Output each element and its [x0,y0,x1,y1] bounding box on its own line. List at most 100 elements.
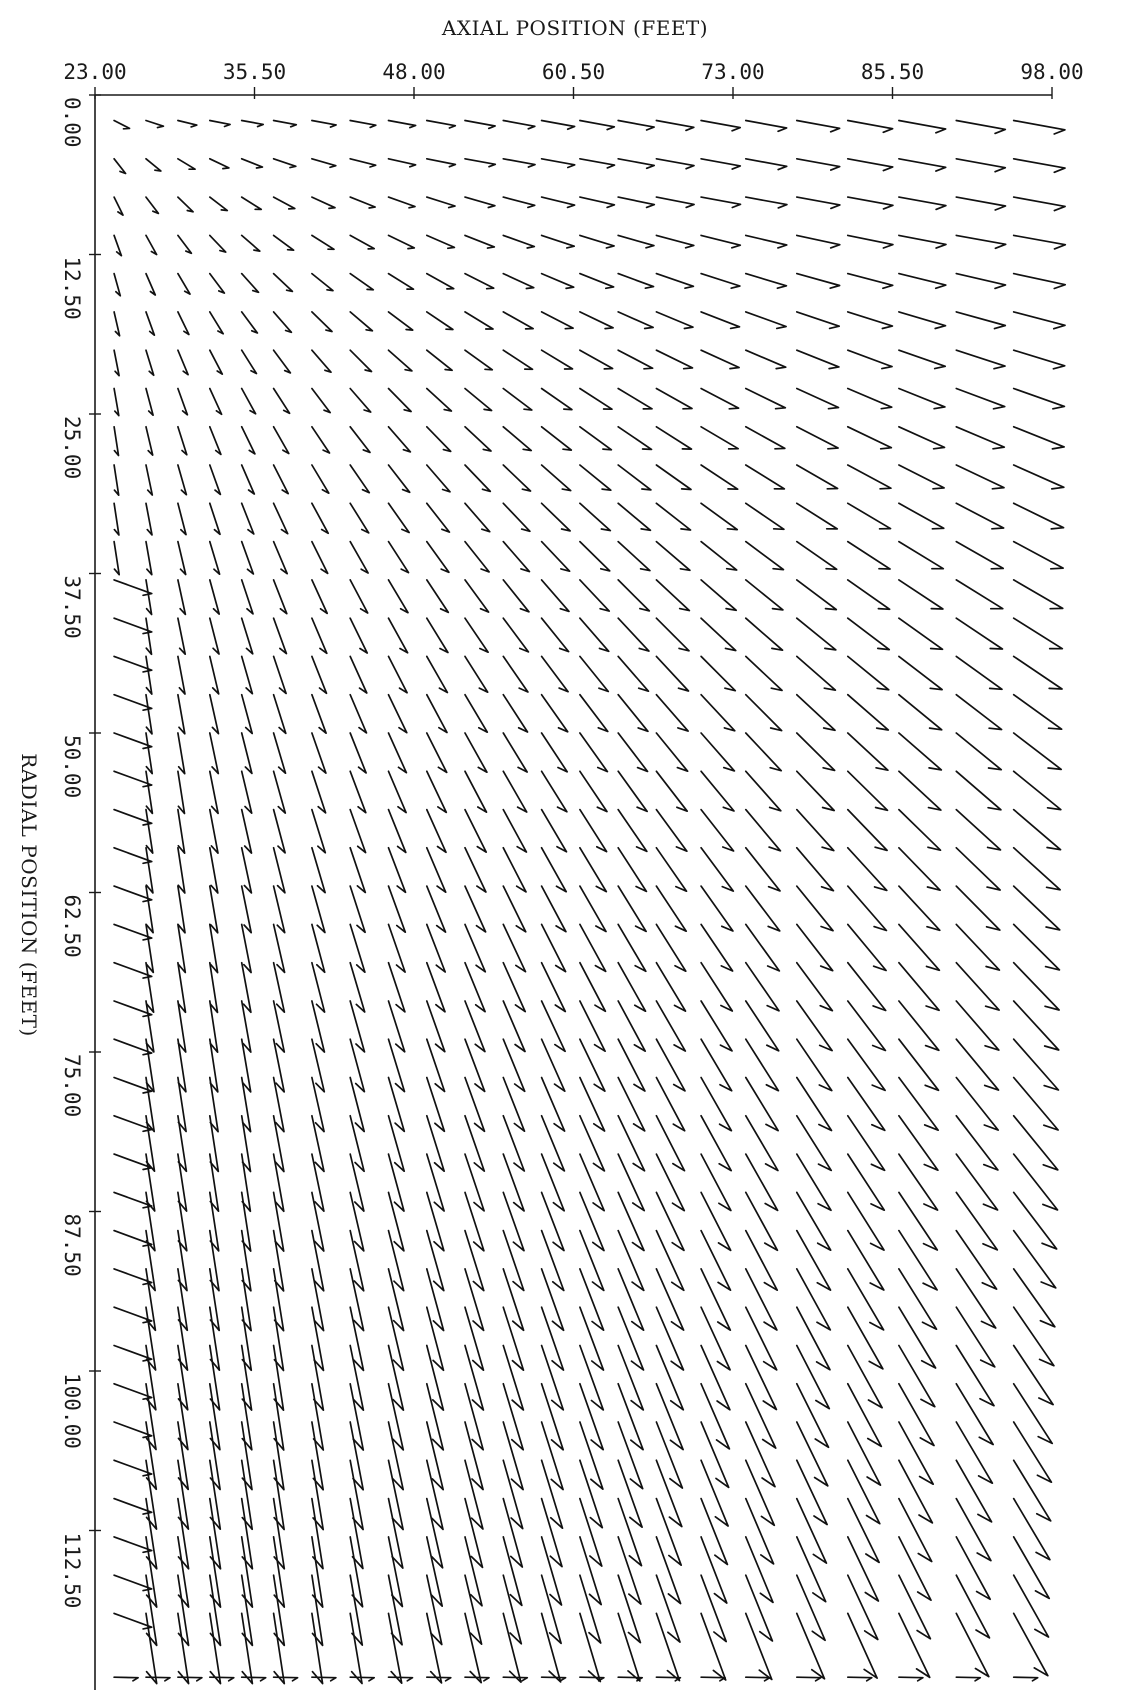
vector-arrow [540,1676,567,1682]
vector-arrow [846,808,888,852]
vector-arrow [145,693,153,735]
vector-arrow [311,387,332,414]
vector-arrow [502,1114,526,1172]
vector-arrow [579,1114,606,1172]
vector-arrow [579,1076,606,1132]
vector-arrow [272,1421,285,1491]
vector-arrow [700,540,738,571]
vector-arrow [177,961,187,1014]
vector-arrow [208,1306,221,1372]
vector-arrow [955,1153,999,1211]
vector-arrow [502,349,534,371]
vector-arrow [177,617,187,656]
vector-arrow [311,1574,324,1647]
vector-arrow [272,502,289,535]
vector-arrow [1012,732,1063,771]
vector-arrow [617,808,648,853]
vector-arrow [540,808,568,853]
vector-arrow [311,349,332,374]
vector-arrow [846,1612,878,1679]
vector-arrow [387,961,406,1013]
vector-arrow [387,234,416,250]
vector-arrow [502,1038,526,1093]
vector-arrow [145,157,162,172]
y-tick-label: 12.50 [60,257,84,320]
vector-arrow [1012,464,1065,490]
vector-arrow [502,1306,525,1372]
vector-arrow [145,1676,171,1682]
vector-arrow [955,387,1006,410]
vector-arrow [113,349,120,377]
vector-arrow [617,1268,645,1332]
vector-arrow [1012,885,1061,931]
vector-arrow [617,693,649,733]
vector-arrow [502,157,536,168]
vector-arrow [177,119,198,128]
vector-arrow [177,464,188,496]
vector-arrow [272,885,286,934]
vector-arrow [240,961,252,1014]
vector-arrow [617,579,651,612]
vector-arrow [208,732,220,775]
vector-arrow [540,1574,562,1645]
vector-arrow [795,617,837,651]
vector-arrow [311,808,327,854]
vector-arrow [502,1497,524,1568]
vector-arrow [898,1153,939,1211]
vector-arrow [272,1306,285,1372]
vector-arrow [387,732,408,774]
vector-arrow [955,923,1001,971]
vector-arrow [898,1421,935,1486]
vector-arrow [113,923,153,941]
vector-arrow [464,732,488,774]
vector-arrow [349,311,374,332]
vector-arrow [311,1229,325,1292]
vector-arrow [464,311,494,330]
vector-arrow [617,1676,644,1682]
x-tick-label: 98.00 [1020,60,1083,84]
vector-arrow [387,502,410,534]
vector-arrow [744,425,786,450]
vector-arrow [898,1497,933,1563]
vector-arrow [579,196,616,209]
vector-arrow [955,502,1005,530]
vector-arrow [617,1038,646,1092]
vector-arrow [846,311,894,330]
vector-arrow [240,885,253,934]
vector-arrow [208,1268,221,1332]
vector-arrow [955,617,1004,650]
vector-arrow [177,1344,189,1411]
vector-arrow [955,693,1003,731]
vector-arrow [898,579,944,610]
chart-axes [94,94,1052,1690]
vector-arrow [955,961,1000,1011]
vector-arrow [145,119,165,129]
vector-arrow [145,1536,158,1608]
vector-arrow [208,234,227,253]
vector-arrow [617,1421,644,1490]
vector-arrow [795,961,834,1012]
vector-arrow [1012,1000,1060,1051]
vector-arrow [349,387,372,413]
vector-arrow [617,425,653,451]
vector-arrow [502,1344,525,1411]
vector-arrow [617,119,655,131]
vector-arrow [311,1038,326,1093]
vector-arrow [425,1574,443,1646]
vector-arrow [311,1114,325,1173]
vector-arrow [502,234,536,249]
vector-arrow [272,1114,285,1173]
vector-arrow [700,923,734,972]
vector-arrow [579,1306,605,1371]
vector-arrow [464,196,496,209]
vector-arrow [311,464,330,495]
vector-arrow [177,425,188,456]
vector-arrow [272,732,287,775]
vector-arrow [617,502,652,532]
vector-arrow [240,693,254,735]
vector-arrow [846,1382,883,1448]
vector-arrow [240,1229,252,1292]
vector-arrow [700,311,741,330]
vector-arrow [311,923,326,974]
vector-arrow [425,1153,445,1212]
